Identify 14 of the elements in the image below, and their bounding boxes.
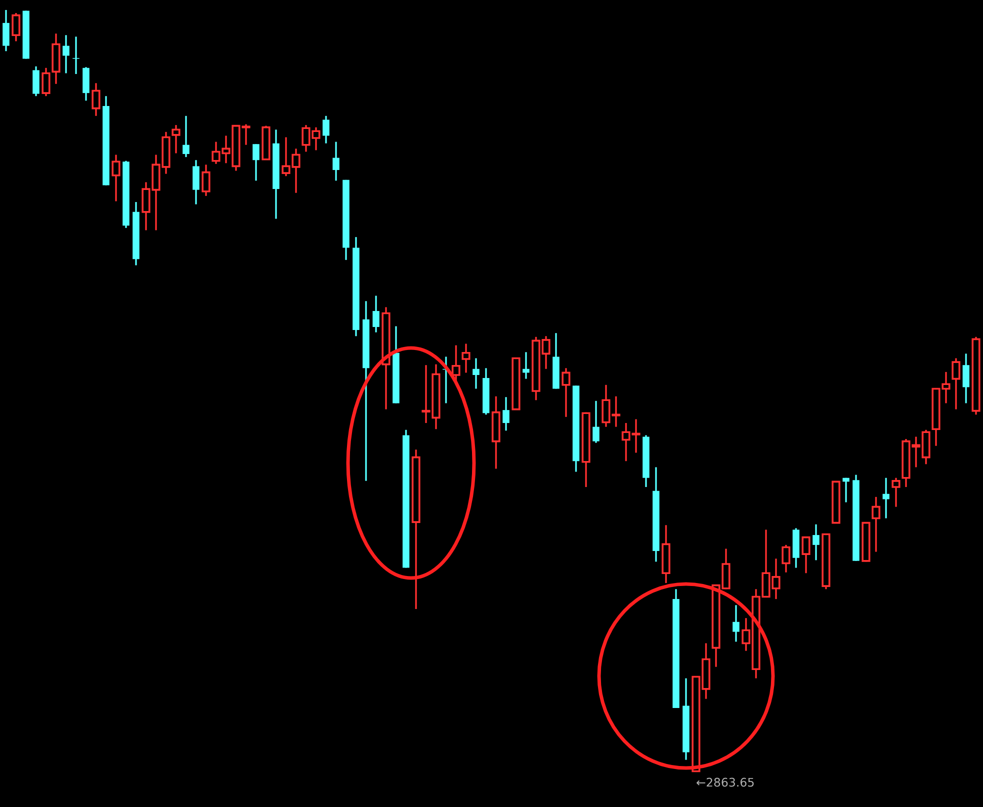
candlestick: [952, 357, 960, 410]
text: ←2863.65: [696, 778, 754, 787]
candlestick: [872, 496, 880, 553]
candlestick: [92, 82, 100, 117]
candlestick: [782, 544, 790, 574]
candlestick: [892, 477, 900, 508]
candlestick: [202, 164, 210, 197]
candlestick: [112, 154, 120, 202]
candlestick: [802, 536, 810, 574]
candlestick: [12, 12, 20, 42]
candlestick: [562, 367, 570, 418]
candlestick: [172, 124, 180, 154]
candlestick: [42, 67, 50, 97]
candlestick: [462, 342, 470, 374]
